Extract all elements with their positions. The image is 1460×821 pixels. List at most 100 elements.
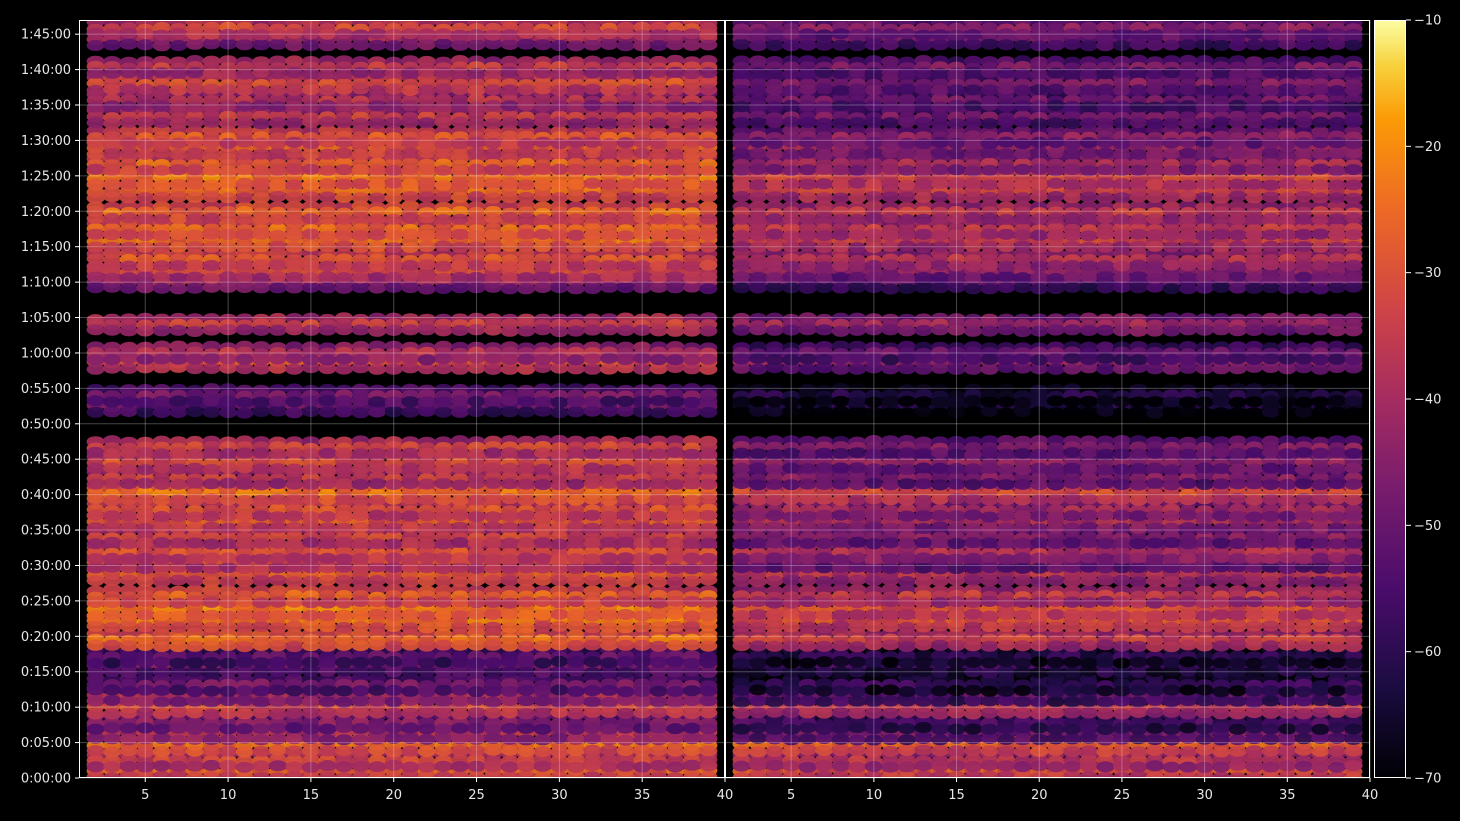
heat-cell <box>120 621 138 632</box>
heat-cell <box>666 406 684 417</box>
heat-cell <box>567 464 585 475</box>
heat-cell <box>269 610 287 621</box>
heat-cell <box>335 494 353 505</box>
heat-cell <box>236 272 254 283</box>
heat-cell <box>269 745 287 756</box>
heat-cell <box>252 746 270 757</box>
heat-cell <box>319 116 337 127</box>
heat-cell <box>434 745 452 756</box>
heat-cell <box>584 622 602 633</box>
heat-cell <box>335 554 353 565</box>
heat-cell <box>600 495 618 506</box>
heat-cell <box>285 283 303 294</box>
heat-cell <box>501 641 519 652</box>
heat-cell <box>352 83 370 94</box>
heat-cell <box>484 282 502 293</box>
heat-cell <box>269 214 287 225</box>
heat-cell <box>87 610 105 621</box>
heat-cell <box>683 192 701 203</box>
heat-cell <box>103 640 121 651</box>
heat-cell <box>186 406 204 417</box>
heat-cell <box>600 576 618 587</box>
heat-cell <box>269 709 287 720</box>
heat-cell <box>501 406 519 417</box>
heat-cell <box>120 761 138 772</box>
heat-cell <box>666 733 684 744</box>
heat-cell <box>103 761 121 772</box>
heat-cell <box>699 553 717 564</box>
heat-cell <box>567 724 585 735</box>
heat-cell <box>699 364 717 375</box>
heat-cell <box>87 522 105 533</box>
heat-cell <box>368 193 386 204</box>
heat-cell <box>534 148 552 159</box>
heat-cell <box>153 192 171 203</box>
heat-cell <box>699 138 717 149</box>
heat-cell <box>236 596 254 607</box>
heat-cell <box>650 537 668 548</box>
heat-cell <box>319 69 337 80</box>
heat-cell <box>169 575 187 586</box>
heat-cell <box>352 212 370 223</box>
heat-cell <box>451 640 469 651</box>
heat-cell <box>203 760 221 771</box>
heat-cell <box>120 353 138 364</box>
heat-cell <box>285 324 303 335</box>
heat-cell <box>434 192 452 203</box>
heat-cell <box>236 69 254 80</box>
heat-cell <box>401 537 419 548</box>
heat-cell <box>434 464 452 475</box>
heat-cell <box>368 575 386 586</box>
heat-cell <box>319 538 337 549</box>
heat-cell <box>401 522 419 533</box>
heat-cell <box>484 325 502 336</box>
heat-cell <box>269 396 287 407</box>
heat-cell <box>534 609 552 620</box>
heat-cell <box>169 641 187 652</box>
heat-cell <box>434 707 452 718</box>
heat-cell <box>335 745 353 756</box>
heat-cell <box>434 397 452 408</box>
heat-cell <box>699 165 717 176</box>
heat-cell <box>120 562 138 573</box>
heat-cell <box>584 610 602 621</box>
heat-cell <box>451 447 469 458</box>
heat-cell <box>120 611 138 622</box>
heat-cell <box>617 609 635 620</box>
heat-cell <box>335 179 353 190</box>
heat-cell <box>169 723 187 734</box>
heat-cell <box>683 760 701 771</box>
heat-cell <box>186 657 204 668</box>
heat-cell <box>650 745 668 756</box>
heat-cell <box>269 538 287 549</box>
heat-cell <box>617 723 635 734</box>
heat-cell <box>319 760 337 771</box>
heat-cell <box>401 229 419 240</box>
heat-cell <box>617 622 635 633</box>
heat-cell <box>451 745 469 756</box>
heat-cell <box>484 521 502 532</box>
heat-cell <box>153 407 171 418</box>
heat-cell <box>451 260 469 271</box>
heat-cell <box>186 575 204 586</box>
heat-cell <box>169 611 187 622</box>
heat-cell <box>285 494 303 505</box>
heat-cell <box>434 407 452 418</box>
heat-cell <box>666 271 684 282</box>
heat-cell <box>186 511 204 522</box>
heat-cell <box>567 511 585 522</box>
heat-cell <box>87 553 105 564</box>
heat-cell <box>650 282 668 293</box>
heat-cell <box>517 667 535 678</box>
heat-cell <box>368 495 386 506</box>
heat-cell <box>203 640 221 651</box>
heat-cell <box>335 192 353 203</box>
heat-cell <box>434 761 452 772</box>
heat-cell <box>285 353 303 364</box>
heat-cell <box>335 117 353 128</box>
heat-cell <box>153 554 171 565</box>
heat-cell <box>484 193 502 204</box>
heat-cell <box>269 449 287 460</box>
heat-cell <box>567 553 585 564</box>
